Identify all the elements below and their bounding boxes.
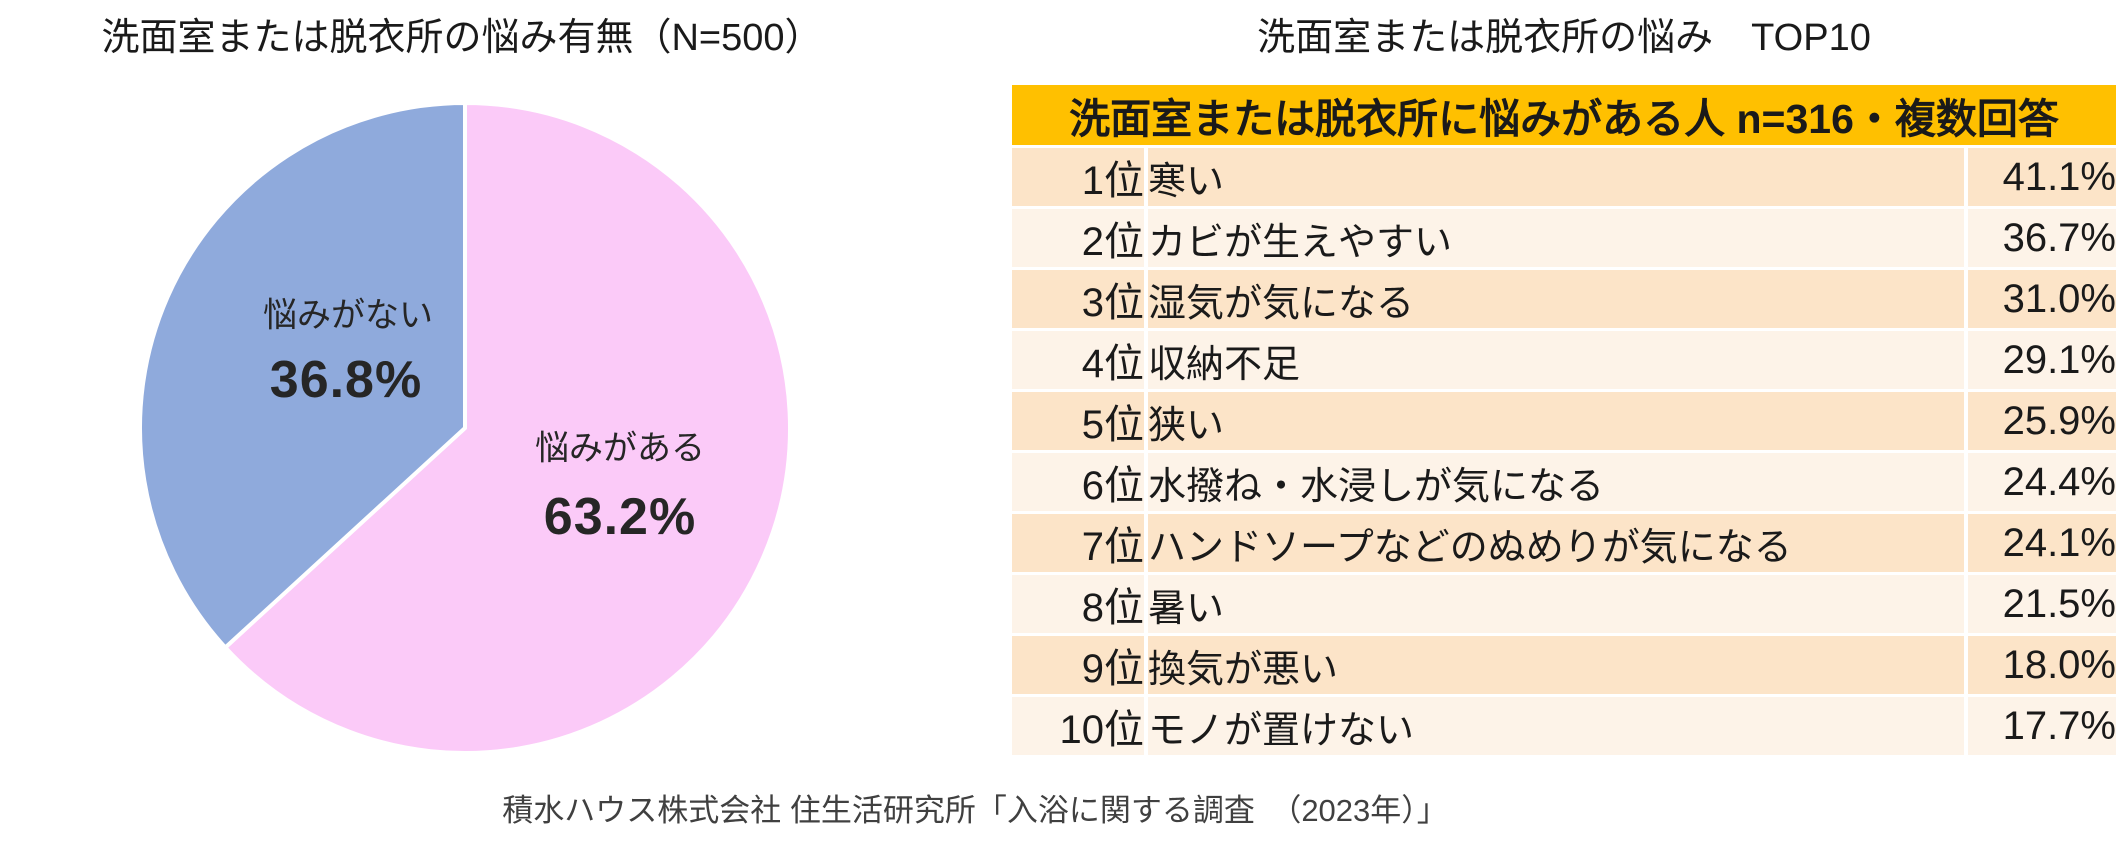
value-cell: 18.0%	[1968, 636, 2116, 694]
pie-slice-value-has-worries: 63.2%	[543, 488, 697, 546]
rank-cell: 9位	[1012, 636, 1148, 694]
rank-cell: 10位	[1012, 697, 1148, 755]
table-row: 7位 ハンドソープなどのぬめりが気になる 24.1%	[1012, 514, 2116, 572]
value-cell: 29.1%	[1968, 331, 2116, 389]
pie-slice-1	[138, 101, 467, 650]
table-header-row: 洗面室または脱衣所に悩みがある人 n=316・複数回答	[1012, 85, 2116, 145]
table-row: 3位 湿気が気になる 31.0%	[1012, 270, 2116, 328]
item-cell: 換気が悪い	[1148, 636, 1968, 694]
item-cell: 狭い	[1148, 392, 1968, 450]
rank-cell: 2位	[1012, 209, 1148, 267]
table-row: 10位 モノが置けない 17.7%	[1012, 697, 2116, 755]
rank-cell: 4位	[1012, 331, 1148, 389]
ranking-table-title: 洗面室または脱衣所の悩み TOP10	[1257, 17, 1871, 59]
table-header: 洗面室または脱衣所に悩みがある人 n=316・複数回答	[1012, 85, 2116, 145]
value-cell: 24.4%	[1968, 453, 2116, 511]
table-row: 4位 収納不足 29.1%	[1012, 331, 2116, 389]
table-row: 6位 水撥ね・水浸しが気になる 24.4%	[1012, 453, 2116, 511]
item-cell: カビが生えやすい	[1148, 209, 1968, 267]
pie-slice-value-no-worries: 36.8%	[269, 351, 423, 409]
rank-cell: 3位	[1012, 270, 1148, 328]
pie-slice-label-no-worries: 悩みがない	[263, 296, 433, 335]
value-cell: 36.7%	[1968, 209, 2116, 267]
value-cell: 25.9%	[1968, 392, 2116, 450]
rank-cell: 8位	[1012, 575, 1148, 633]
source-note: 積水ハウス株式会社 住生活研究所「入浴に関する調査 （2023年）」	[502, 793, 1448, 828]
pie-slice-0	[223, 101, 793, 755]
rank-cell: 6位	[1012, 453, 1148, 511]
table-row: 5位 狭い 25.9%	[1012, 392, 2116, 450]
pie-svg	[138, 101, 793, 755]
value-cell: 24.1%	[1968, 514, 2116, 572]
table-row: 2位 カビが生えやすい 36.7%	[1012, 209, 2116, 267]
table-row: 1位 寒い 41.1%	[1012, 148, 2116, 206]
rank-cell: 7位	[1012, 514, 1148, 572]
item-cell: 水撥ね・水浸しが気になる	[1148, 453, 1968, 511]
value-cell: 21.5%	[1968, 575, 2116, 633]
table-row: 9位 換気が悪い 18.0%	[1012, 636, 2116, 694]
rank-cell: 1位	[1012, 148, 1148, 206]
item-cell: ハンドソープなどのぬめりが気になる	[1148, 514, 1968, 572]
item-cell: 寒い	[1148, 148, 1968, 206]
pie-chart-title: 洗面室または脱衣所の悩み有無（N=500）	[101, 17, 823, 59]
ranking-table: 洗面室または脱衣所に悩みがある人 n=316・複数回答 1位 寒い 41.1% …	[1012, 82, 2116, 758]
value-cell: 17.7%	[1968, 697, 2116, 755]
pie-slice-label-has-worries: 悩みがある	[535, 429, 705, 468]
value-cell: 41.1%	[1968, 148, 2116, 206]
rank-cell: 5位	[1012, 392, 1148, 450]
item-cell: 湿気が気になる	[1148, 270, 1968, 328]
ranking-table-section: 洗面室または脱衣所に悩みがある人 n=316・複数回答 1位 寒い 41.1% …	[1012, 82, 2116, 758]
item-cell: モノが置けない	[1148, 697, 1968, 755]
value-cell: 31.0%	[1968, 270, 2116, 328]
table-row: 8位 暑い 21.5%	[1012, 575, 2116, 633]
item-cell: 暑い	[1148, 575, 1968, 633]
item-cell: 収納不足	[1148, 331, 1968, 389]
